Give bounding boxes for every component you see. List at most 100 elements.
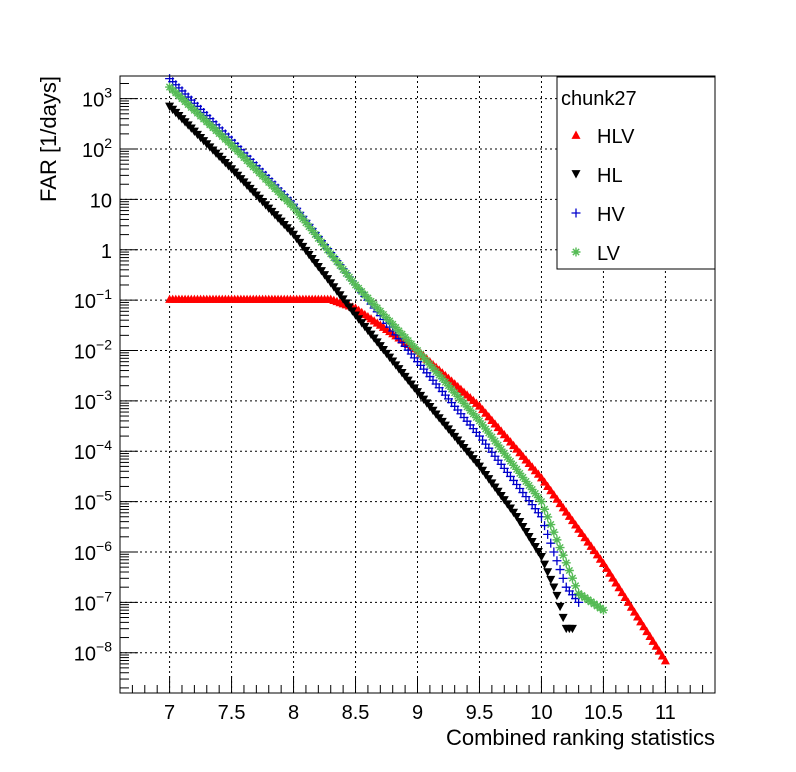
data-point: [577, 591, 587, 601]
data-point: [484, 428, 494, 438]
data-point: [490, 436, 500, 446]
data-point: [558, 550, 568, 560]
y-tick-label: 10−3: [74, 387, 112, 414]
data-point: [499, 448, 509, 458]
data-point: [304, 222, 314, 232]
data-point: [620, 592, 630, 602]
data-point: [654, 646, 664, 655]
data-point: [623, 597, 633, 606]
data-point: [382, 313, 392, 323]
data-point: [546, 575, 556, 585]
data-point: [614, 582, 624, 592]
legend-marker: [571, 247, 581, 257]
data-point: [512, 512, 522, 522]
data-point: [636, 617, 646, 626]
data-point: [447, 384, 457, 394]
data-point: [518, 472, 528, 482]
data-point: [478, 466, 488, 476]
data-point: [484, 475, 494, 484]
data-point: [533, 548, 543, 557]
data-point: [543, 512, 553, 522]
data-point: [400, 332, 410, 342]
data-point: [549, 547, 559, 557]
legend-entry-hl: HL: [571, 165, 623, 187]
data-point: [487, 432, 497, 442]
data-point: [413, 346, 422, 356]
x-tick-label: 7.5: [218, 702, 246, 724]
data-point: [357, 287, 367, 297]
data-point: [629, 607, 639, 616]
data-point: [391, 323, 401, 333]
data-point: [332, 257, 342, 267]
data-point: [434, 370, 444, 380]
data-point: [552, 535, 562, 545]
data-point: [493, 487, 503, 497]
data-point: [536, 553, 546, 562]
data-point: [474, 462, 484, 471]
x-tick-label: 10.5: [584, 702, 623, 724]
series-hlv: [165, 294, 670, 665]
y-tick-label: 10−1: [74, 286, 112, 313]
data-point: [490, 483, 500, 492]
legend-label: HV: [597, 204, 625, 226]
data-point: [372, 303, 382, 313]
data-point: [592, 601, 602, 611]
data-point: [409, 342, 419, 352]
data-point: [431, 367, 441, 377]
data-point: [540, 521, 550, 531]
data-point: [617, 587, 627, 597]
data-point: [555, 602, 565, 612]
data-point: [549, 527, 559, 537]
data-point: [292, 206, 302, 216]
data-point: [375, 306, 385, 316]
data-point: [363, 293, 373, 303]
data-point: [598, 605, 608, 615]
data-point: [385, 316, 395, 326]
data-point: [549, 583, 559, 592]
data-point: [580, 593, 590, 603]
data-point: [496, 491, 506, 501]
y-tick-label: 1: [101, 241, 112, 263]
x-tick-label: 10: [530, 702, 552, 724]
data-point: [388, 319, 398, 329]
data-point: [354, 283, 364, 293]
data-point: [481, 470, 491, 480]
data-point: [481, 424, 491, 434]
data-point: [462, 402, 472, 412]
legend-marker: [571, 170, 581, 179]
data-point: [515, 517, 525, 527]
data-point: [546, 520, 556, 530]
data-point: [558, 613, 568, 623]
legend-items: HLV HL HV LV: [571, 126, 635, 265]
x-axis-title: Combined ranking statistics: [446, 725, 715, 750]
data-point: [298, 214, 308, 224]
data-point: [326, 249, 336, 259]
data-point: [335, 261, 345, 271]
data-point: [428, 363, 438, 373]
legend: chunk27 HLV HL HV LV: [556, 76, 716, 270]
data-point: [574, 597, 584, 607]
data-point: [648, 636, 658, 645]
data-point: [626, 602, 636, 611]
data-point: [310, 229, 320, 239]
data-point: [540, 560, 550, 569]
data-point: [589, 599, 599, 609]
data-point: [422, 356, 432, 366]
data-point: [474, 416, 484, 426]
x-tick-label: 9.5: [466, 702, 494, 724]
x-tick-label: 9: [412, 702, 423, 724]
data-point: [419, 353, 429, 363]
data-point: [493, 440, 503, 450]
data-point: [530, 543, 540, 552]
y-axis-title: FAR [1/days]: [36, 76, 61, 202]
data-point: [555, 543, 565, 553]
data-point: [561, 558, 571, 568]
legend-label: LV: [597, 243, 621, 265]
data-point: [564, 566, 574, 576]
data-point: [360, 290, 370, 300]
data-point: [552, 591, 562, 601]
data-point: [521, 476, 531, 486]
legend-label: HL: [597, 165, 623, 187]
data-point: [660, 656, 670, 665]
